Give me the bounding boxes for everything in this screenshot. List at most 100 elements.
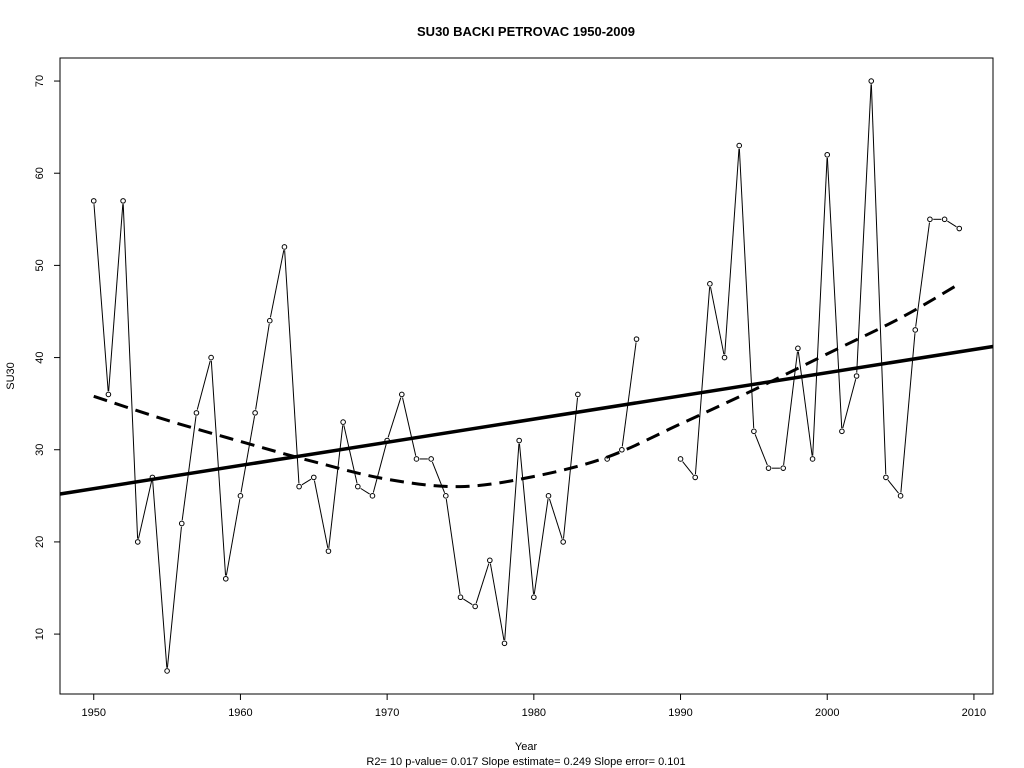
data-point	[413, 456, 420, 462]
data-point	[707, 281, 713, 287]
data-point	[105, 391, 112, 398]
observed-segment	[343, 425, 358, 484]
data-point	[325, 548, 332, 554]
observed-segment	[240, 416, 256, 493]
x-axis: 1950 1960 1970 1980 1990 2000 2010	[81, 694, 986, 719]
plot-frame	[59, 57, 994, 695]
data-point	[516, 437, 522, 444]
data-point	[633, 336, 640, 342]
observed-segment	[621, 342, 637, 447]
observed-segment	[754, 434, 768, 466]
observed-segment	[301, 478, 312, 486]
observed-segment	[504, 443, 520, 641]
data-point	[164, 668, 170, 674]
series-smoothed-trend	[93, 282, 961, 489]
data-point	[721, 354, 728, 361]
observed-segment	[549, 498, 563, 539]
smoothed-trend-line	[93, 282, 961, 489]
observed-segment	[947, 220, 957, 228]
observed-segment	[181, 416, 197, 521]
observed-segment	[887, 479, 899, 494]
observed-segment	[445, 499, 461, 595]
data-point	[677, 456, 684, 462]
observed-segment	[870, 84, 887, 475]
observed-segment	[518, 443, 535, 594]
observed-segment	[225, 498, 241, 576]
stats-footer: R2= 10 p-value= 0.017 Slope estimate= 0.…	[366, 756, 685, 768]
x-tick-label: 2010	[962, 707, 986, 719]
observed-segment	[255, 323, 270, 410]
y-axis-label: SU30	[5, 362, 17, 390]
observed-segment	[360, 487, 370, 495]
observed-segment	[797, 351, 813, 456]
data-point	[281, 244, 288, 250]
observed-segment	[93, 204, 109, 392]
observed-segment	[682, 461, 694, 476]
x-tick-label: 1990	[668, 707, 692, 719]
data-point	[399, 391, 405, 398]
y-axis: 10 20 30 40 50 60 70	[34, 75, 60, 640]
chart-title: SU30 BACKI PETROVAC 1950-2009	[417, 24, 635, 39]
observed-segment	[826, 158, 843, 429]
observed-segment	[108, 204, 124, 392]
data-point	[428, 456, 434, 462]
x-tick-label: 1980	[522, 707, 546, 719]
x-tick-label: 1960	[228, 707, 252, 719]
x-tick-label: 2000	[815, 707, 839, 719]
data-point	[457, 594, 464, 601]
data-point	[487, 557, 493, 564]
data-point	[120, 198, 126, 204]
observed-segment	[269, 250, 285, 318]
observed-segment	[284, 250, 300, 484]
data-point	[956, 225, 963, 232]
observed-segment	[313, 480, 329, 548]
observed-segment	[152, 480, 168, 668]
observed-segment	[328, 425, 344, 548]
data-point	[208, 354, 214, 361]
data-point	[340, 419, 346, 425]
data-point	[751, 428, 757, 435]
observed-segment	[372, 443, 387, 493]
observed-segment	[812, 158, 828, 456]
data-point	[824, 151, 831, 158]
y-tick-label: 10	[34, 628, 46, 640]
observed-segment	[842, 379, 857, 429]
data-point	[809, 456, 816, 462]
data-point	[134, 539, 141, 545]
data-point	[222, 575, 229, 582]
observed-segment	[724, 148, 740, 355]
data-point	[692, 474, 699, 481]
data-point	[839, 428, 845, 435]
data-point	[237, 493, 244, 499]
data-point	[853, 373, 860, 379]
data-point	[897, 493, 904, 499]
data-point	[575, 391, 581, 398]
observed-segment	[431, 461, 446, 493]
data-point	[619, 446, 625, 453]
series-linear-trend	[59, 344, 994, 496]
data-point	[736, 142, 743, 149]
y-tick-label: 40	[34, 351, 46, 363]
observed-segment	[710, 286, 725, 355]
observed-segment	[900, 333, 916, 493]
y-tick-label: 50	[34, 259, 46, 271]
series-layer	[59, 78, 994, 674]
data-point	[560, 539, 566, 545]
data-point	[252, 410, 258, 416]
data-point	[912, 327, 919, 333]
observed-segment	[196, 360, 211, 410]
observed-segment	[738, 148, 755, 429]
data-point	[90, 198, 97, 204]
data-point	[545, 493, 552, 499]
y-tick-label: 30	[34, 444, 46, 456]
observed-segment	[475, 563, 490, 604]
y-tick-label: 70	[34, 75, 46, 87]
data-point	[369, 493, 376, 499]
x-tick-label: 1970	[375, 707, 399, 719]
data-point	[310, 474, 317, 481]
data-point	[765, 465, 772, 471]
data-point	[501, 640, 508, 647]
data-point	[296, 483, 302, 490]
x-axis-label: Year	[515, 741, 538, 753]
data-point	[927, 216, 933, 223]
